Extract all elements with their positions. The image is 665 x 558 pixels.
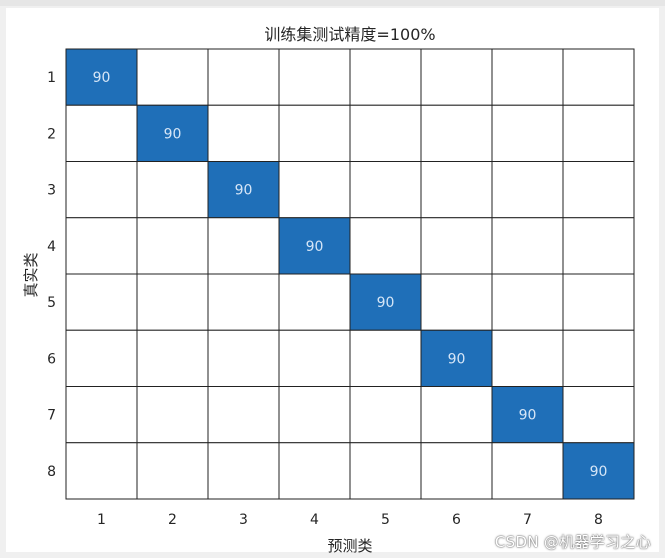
matrix-cell <box>420 217 493 275</box>
cell-value-label: 90 <box>377 295 395 311</box>
y-tick-label: 5 <box>47 295 56 311</box>
matrix-cell <box>562 104 635 162</box>
matrix-cell <box>562 329 635 387</box>
matrix-cell <box>207 329 280 387</box>
matrix-cell <box>207 217 280 275</box>
matrix-cell <box>278 48 351 106</box>
matrix-cell <box>420 442 493 500</box>
y-tick-label: 7 <box>47 408 56 424</box>
matrix-cell <box>349 161 422 219</box>
matrix-cell <box>136 48 209 106</box>
x-tick-label: 2 <box>168 512 177 528</box>
matrix-cell <box>562 442 635 500</box>
y-tick-labels: 1 2 3 4 5 6 7 8 <box>47 70 56 480</box>
x-tick-label: 6 <box>452 512 461 528</box>
matrix-cell <box>562 386 635 444</box>
x-tick-label: 7 <box>523 512 532 528</box>
matrix-cell <box>65 48 138 106</box>
matrix-cell <box>207 442 280 500</box>
matrix-cell <box>207 48 280 106</box>
matrix-cell <box>420 386 493 444</box>
cell-value-label: 90 <box>306 239 324 255</box>
matrix-cell <box>349 48 422 106</box>
matrix-cell <box>420 104 493 162</box>
matrix-cell <box>136 386 209 444</box>
matrix-cell <box>278 329 351 387</box>
cell-value-label: 90 <box>590 464 608 480</box>
matrix-cell <box>349 329 422 387</box>
y-tick-label: 2 <box>47 126 56 142</box>
matrix-cell <box>491 104 564 162</box>
matrix-cell <box>491 273 564 331</box>
matrix-cell <box>349 104 422 162</box>
matrix-cell <box>420 329 493 387</box>
matrix-cell <box>491 217 564 275</box>
matrix-cell <box>278 217 351 275</box>
matrix-cell <box>65 161 138 219</box>
x-tick-label: 4 <box>310 512 319 528</box>
matrix-cell <box>491 161 564 219</box>
chart-title: 训练集测试精度=100% <box>264 25 435 44</box>
x-tick-label: 5 <box>381 512 390 528</box>
matrix-cell <box>65 217 138 275</box>
x-tick-label: 3 <box>239 512 248 528</box>
matrix-cell <box>420 161 493 219</box>
matrix-cells: 90 90 90 90 90 90 90 90 <box>65 48 635 500</box>
matrix-cell <box>278 161 351 219</box>
matrix-cell <box>349 442 422 500</box>
matrix-cell <box>136 161 209 219</box>
matrix-cell <box>65 442 138 500</box>
matrix-cell <box>420 273 493 331</box>
matrix-cell <box>207 161 280 219</box>
matrix-cell <box>65 329 138 387</box>
matrix-cell <box>278 442 351 500</box>
matrix-cell <box>65 273 138 331</box>
matrix-cell <box>491 442 564 500</box>
matrix-cell <box>491 48 564 106</box>
cell-value-label: 90 <box>93 70 111 86</box>
matrix-cell <box>278 104 351 162</box>
cell-value-label: 90 <box>235 183 253 199</box>
y-axis-label: 真实类 <box>22 252 40 297</box>
x-tick-label: 1 <box>97 512 106 528</box>
y-tick-label: 1 <box>47 70 56 86</box>
matrix-cell <box>420 48 493 106</box>
matrix-cell <box>207 104 280 162</box>
window-top-strip <box>0 0 665 6</box>
x-axis-label: 预测类 <box>327 537 372 555</box>
y-tick-label: 6 <box>47 351 56 367</box>
matrix-cell <box>278 273 351 331</box>
matrix-cell <box>207 273 280 331</box>
cell-value-label: 90 <box>448 351 466 367</box>
matrix-cell <box>136 442 209 500</box>
x-tick-labels: 1 2 3 4 5 6 7 8 <box>97 512 603 528</box>
matrix-cell <box>562 273 635 331</box>
matrix-cell <box>349 386 422 444</box>
cell-value-label: 90 <box>519 408 537 424</box>
y-tick-label: 8 <box>47 464 56 480</box>
matrix-cell <box>491 329 564 387</box>
matrix-cell <box>562 217 635 275</box>
matrix-cell <box>562 161 635 219</box>
matrix-cell <box>562 48 635 106</box>
csdn-watermark: CSDN @机器学习之心 <box>494 533 651 551</box>
matrix-cell <box>278 386 351 444</box>
y-tick-label: 3 <box>47 183 56 199</box>
matrix-cell <box>136 273 209 331</box>
y-tick-label: 4 <box>47 239 56 255</box>
matrix-cell <box>349 217 422 275</box>
x-tick-label: 8 <box>594 512 603 528</box>
matrix-cell <box>207 386 280 444</box>
matrix-cell <box>136 329 209 387</box>
matrix-cell <box>65 386 138 444</box>
matrix-cell <box>349 273 422 331</box>
matrix-cell <box>136 217 209 275</box>
cell-value-label: 90 <box>164 126 182 142</box>
matrix-cell <box>65 104 138 162</box>
